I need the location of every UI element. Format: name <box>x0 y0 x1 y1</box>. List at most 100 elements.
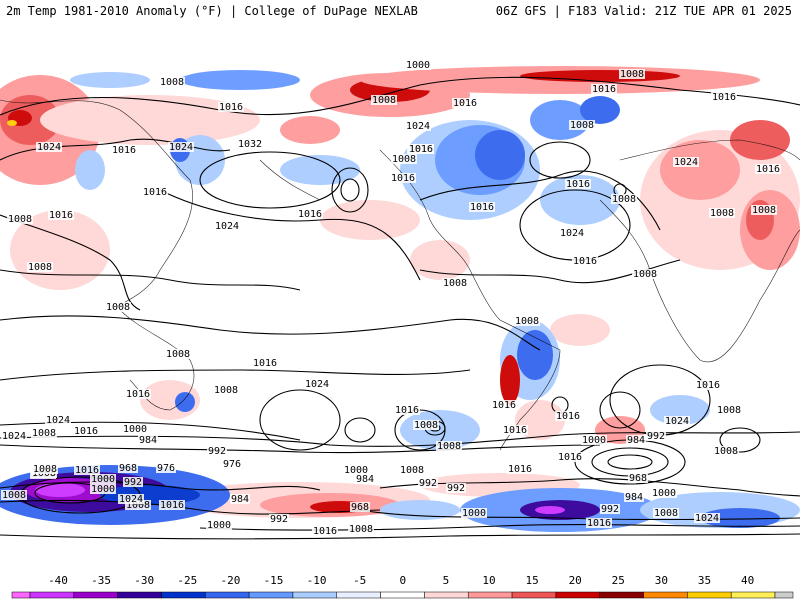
isobar-label-bg <box>355 474 375 484</box>
isobar-label-bg <box>125 500 151 510</box>
isobar-label-bg <box>90 474 116 484</box>
isobar-label: 968 <box>119 463 137 474</box>
isobar-label-bg <box>709 208 735 218</box>
isobar-label-bg <box>343 465 369 475</box>
isobar-label: 1024 <box>46 415 70 426</box>
colorbar-swatch <box>117 591 162 599</box>
isobar-label: 1016 <box>712 92 736 103</box>
colorbar-swatch <box>555 591 600 599</box>
isobar-label-bg <box>502 425 528 435</box>
isobar-label-bg <box>461 508 487 518</box>
isobar-label-bg <box>1 431 27 441</box>
isobar-label: 1000 <box>582 435 606 446</box>
isobar-label: 1016 <box>160 500 184 511</box>
colorbar-swatches <box>11 591 794 599</box>
isobar-label: 1016 <box>566 179 590 190</box>
isobar-label-bg <box>514 316 540 326</box>
isobar-label-bg <box>222 459 242 469</box>
isobar-label-bg <box>218 102 244 112</box>
colorbar-swatch <box>730 591 776 599</box>
isobar-label: 1008 <box>372 95 396 106</box>
isobar-label: 1000 <box>207 520 231 531</box>
isobar-label-bg <box>32 464 58 474</box>
isobar-label: 1000 <box>344 465 368 476</box>
isobar-label: 1008 <box>349 524 373 535</box>
isobar-label-bg <box>405 121 431 131</box>
isobar-label: 1016 <box>395 405 419 416</box>
isobar-label-bg <box>213 385 239 395</box>
isobar-label: 1008 <box>126 500 150 511</box>
colorbar-swatch <box>161 591 206 599</box>
isobar-label: 976 <box>223 459 241 470</box>
isobar-label-bg <box>408 144 434 154</box>
isobar-label: 1016 <box>503 425 527 436</box>
isobar-label: 992 <box>601 504 619 515</box>
isobar-label: 1016 <box>696 380 720 391</box>
isobar-label: 1008 <box>28 262 52 273</box>
isobar-label: 1016 <box>592 84 616 95</box>
colorbar-tick-label: 40 <box>741 574 754 587</box>
isobar-label-bg <box>491 400 517 410</box>
isobar-label-bg <box>214 221 240 231</box>
isobar-label-bg <box>394 405 420 415</box>
colorbar-tick-label: -20 <box>220 574 240 587</box>
isobar-label-bg <box>646 431 666 441</box>
isobar-label: 1016 <box>756 164 780 175</box>
isobar-label-bg <box>48 210 74 220</box>
isobar-label: 1016 <box>143 187 167 198</box>
isobar-label-bg <box>569 120 595 130</box>
isobar-label: 992 <box>270 514 288 525</box>
colorbar-tick-label: -10 <box>307 574 327 587</box>
colorbar-tick-label: -15 <box>264 574 284 587</box>
isobar-label: 1008 <box>106 302 130 313</box>
isobar-label-bg <box>664 416 690 426</box>
isobar-label: 1000 <box>652 488 676 499</box>
isobar-label-bg <box>581 435 607 445</box>
isobar-label: 1016 <box>219 102 243 113</box>
isobar-label: 1008 <box>2 490 26 501</box>
isobar-label-bg <box>74 465 100 475</box>
isobar-label-bg <box>507 464 533 474</box>
isobar-label: 1016 <box>492 400 516 411</box>
isobar-label-bg <box>27 262 53 272</box>
isobar-label-bg <box>751 205 777 215</box>
isobar-label: 1008 <box>654 508 678 519</box>
isobar-label-bg <box>586 518 612 528</box>
isobar-label-bg <box>565 179 591 189</box>
isobar-label-bg <box>159 500 185 510</box>
isobar-label-bg <box>118 463 138 473</box>
isobar-label: 1008 <box>710 208 734 219</box>
isobar-label: 1016 <box>587 518 611 529</box>
isobar-label: 1016 <box>49 210 73 221</box>
colorbar-labels: -40 -35 -30 -25 -20 -15 -10 -5 0 5 10 15 20 25 30 35 40 <box>48 574 754 587</box>
isobar-label-bg <box>1 490 27 500</box>
isobar-label-bg <box>624 492 644 502</box>
isobar-label: 1024 <box>305 379 329 390</box>
isobar-label-bg <box>653 508 679 518</box>
isobar-label-bg <box>156 463 176 473</box>
isobar-label-bg <box>711 92 737 102</box>
isobar-label: 1024 <box>560 228 584 239</box>
isobar-label-bg <box>628 473 648 483</box>
isobar-label-bg <box>755 164 781 174</box>
isobar-label: 992 <box>208 446 226 457</box>
isobar-label-bg <box>555 411 581 421</box>
isobar-label-bg <box>695 380 721 390</box>
isobar-label: 1008 <box>8 214 32 225</box>
isobar-label-bg <box>694 513 720 523</box>
colorbar-swatch <box>73 591 118 599</box>
isobar-label: 1024 <box>119 494 143 505</box>
isobar-label: 1024 <box>406 121 430 132</box>
isobar-label-bg <box>138 435 158 445</box>
colorbar-swatch <box>687 591 732 599</box>
colorbar-tick-label: 15 <box>525 574 538 587</box>
colorbar-tick-label: -35 <box>91 574 111 587</box>
isobar-label-bg <box>7 214 33 224</box>
isobar-label: 1024 <box>2 431 26 442</box>
colorbar-swatch <box>336 591 381 599</box>
isobar-label: 1016 <box>470 202 494 213</box>
isobar-label: 1024 <box>695 513 719 524</box>
isobar-label-bg <box>73 426 99 436</box>
isobar-label: 984 <box>625 492 643 503</box>
